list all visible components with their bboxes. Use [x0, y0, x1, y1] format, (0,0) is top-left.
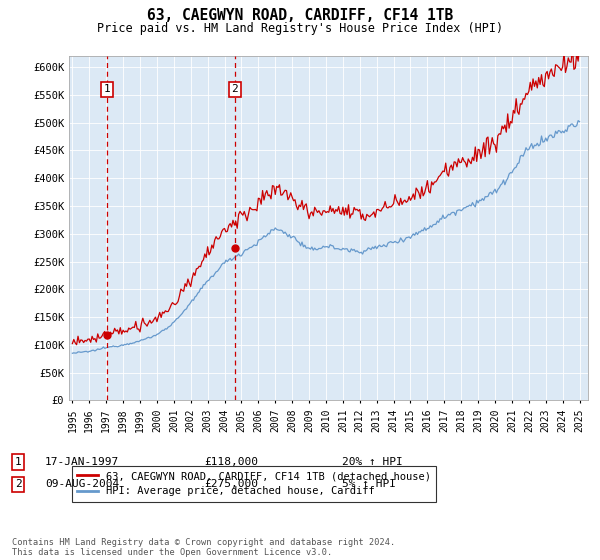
Legend: 63, CAEGWYN ROAD, CARDIFF, CF14 1TB (detached house), HPI: Average price, detach: 63, CAEGWYN ROAD, CARDIFF, CF14 1TB (det… — [71, 466, 436, 502]
Text: 63, CAEGWYN ROAD, CARDIFF, CF14 1TB: 63, CAEGWYN ROAD, CARDIFF, CF14 1TB — [147, 8, 453, 24]
Text: Contains HM Land Registry data © Crown copyright and database right 2024.
This d: Contains HM Land Registry data © Crown c… — [12, 538, 395, 557]
Text: 1: 1 — [103, 85, 110, 94]
Text: 20% ↑ HPI: 20% ↑ HPI — [342, 457, 403, 467]
Text: 2: 2 — [14, 479, 22, 489]
Text: Price paid vs. HM Land Registry's House Price Index (HPI): Price paid vs. HM Land Registry's House … — [97, 22, 503, 35]
Text: 17-JAN-1997: 17-JAN-1997 — [45, 457, 119, 467]
Text: 1: 1 — [14, 457, 22, 467]
Text: 09-AUG-2004: 09-AUG-2004 — [45, 479, 119, 489]
Text: £118,000: £118,000 — [204, 457, 258, 467]
Text: £275,000: £275,000 — [204, 479, 258, 489]
Text: 5% ↑ HPI: 5% ↑ HPI — [342, 479, 396, 489]
Text: 2: 2 — [231, 85, 238, 94]
